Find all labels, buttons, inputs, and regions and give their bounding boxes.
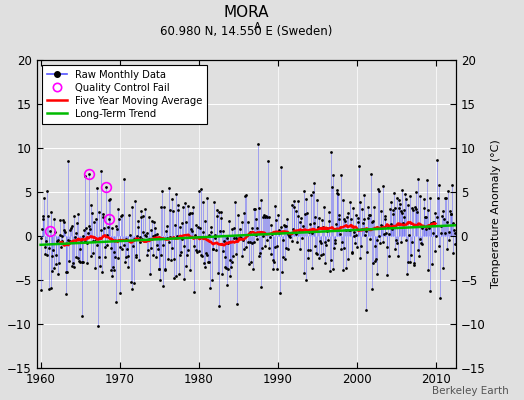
Y-axis label: Temperature Anomaly (°C): Temperature Anomaly (°C)	[491, 140, 501, 288]
Text: Berkeley Earth: Berkeley Earth	[432, 386, 508, 396]
Title: 60.980 N, 14.550 E (Sweden): 60.980 N, 14.550 E (Sweden)	[160, 25, 332, 38]
Text: MORA: MORA	[224, 5, 269, 20]
Text: A: A	[254, 22, 261, 32]
Legend: Raw Monthly Data, Quality Control Fail, Five Year Moving Average, Long-Term Tren: Raw Monthly Data, Quality Control Fail, …	[42, 65, 207, 124]
